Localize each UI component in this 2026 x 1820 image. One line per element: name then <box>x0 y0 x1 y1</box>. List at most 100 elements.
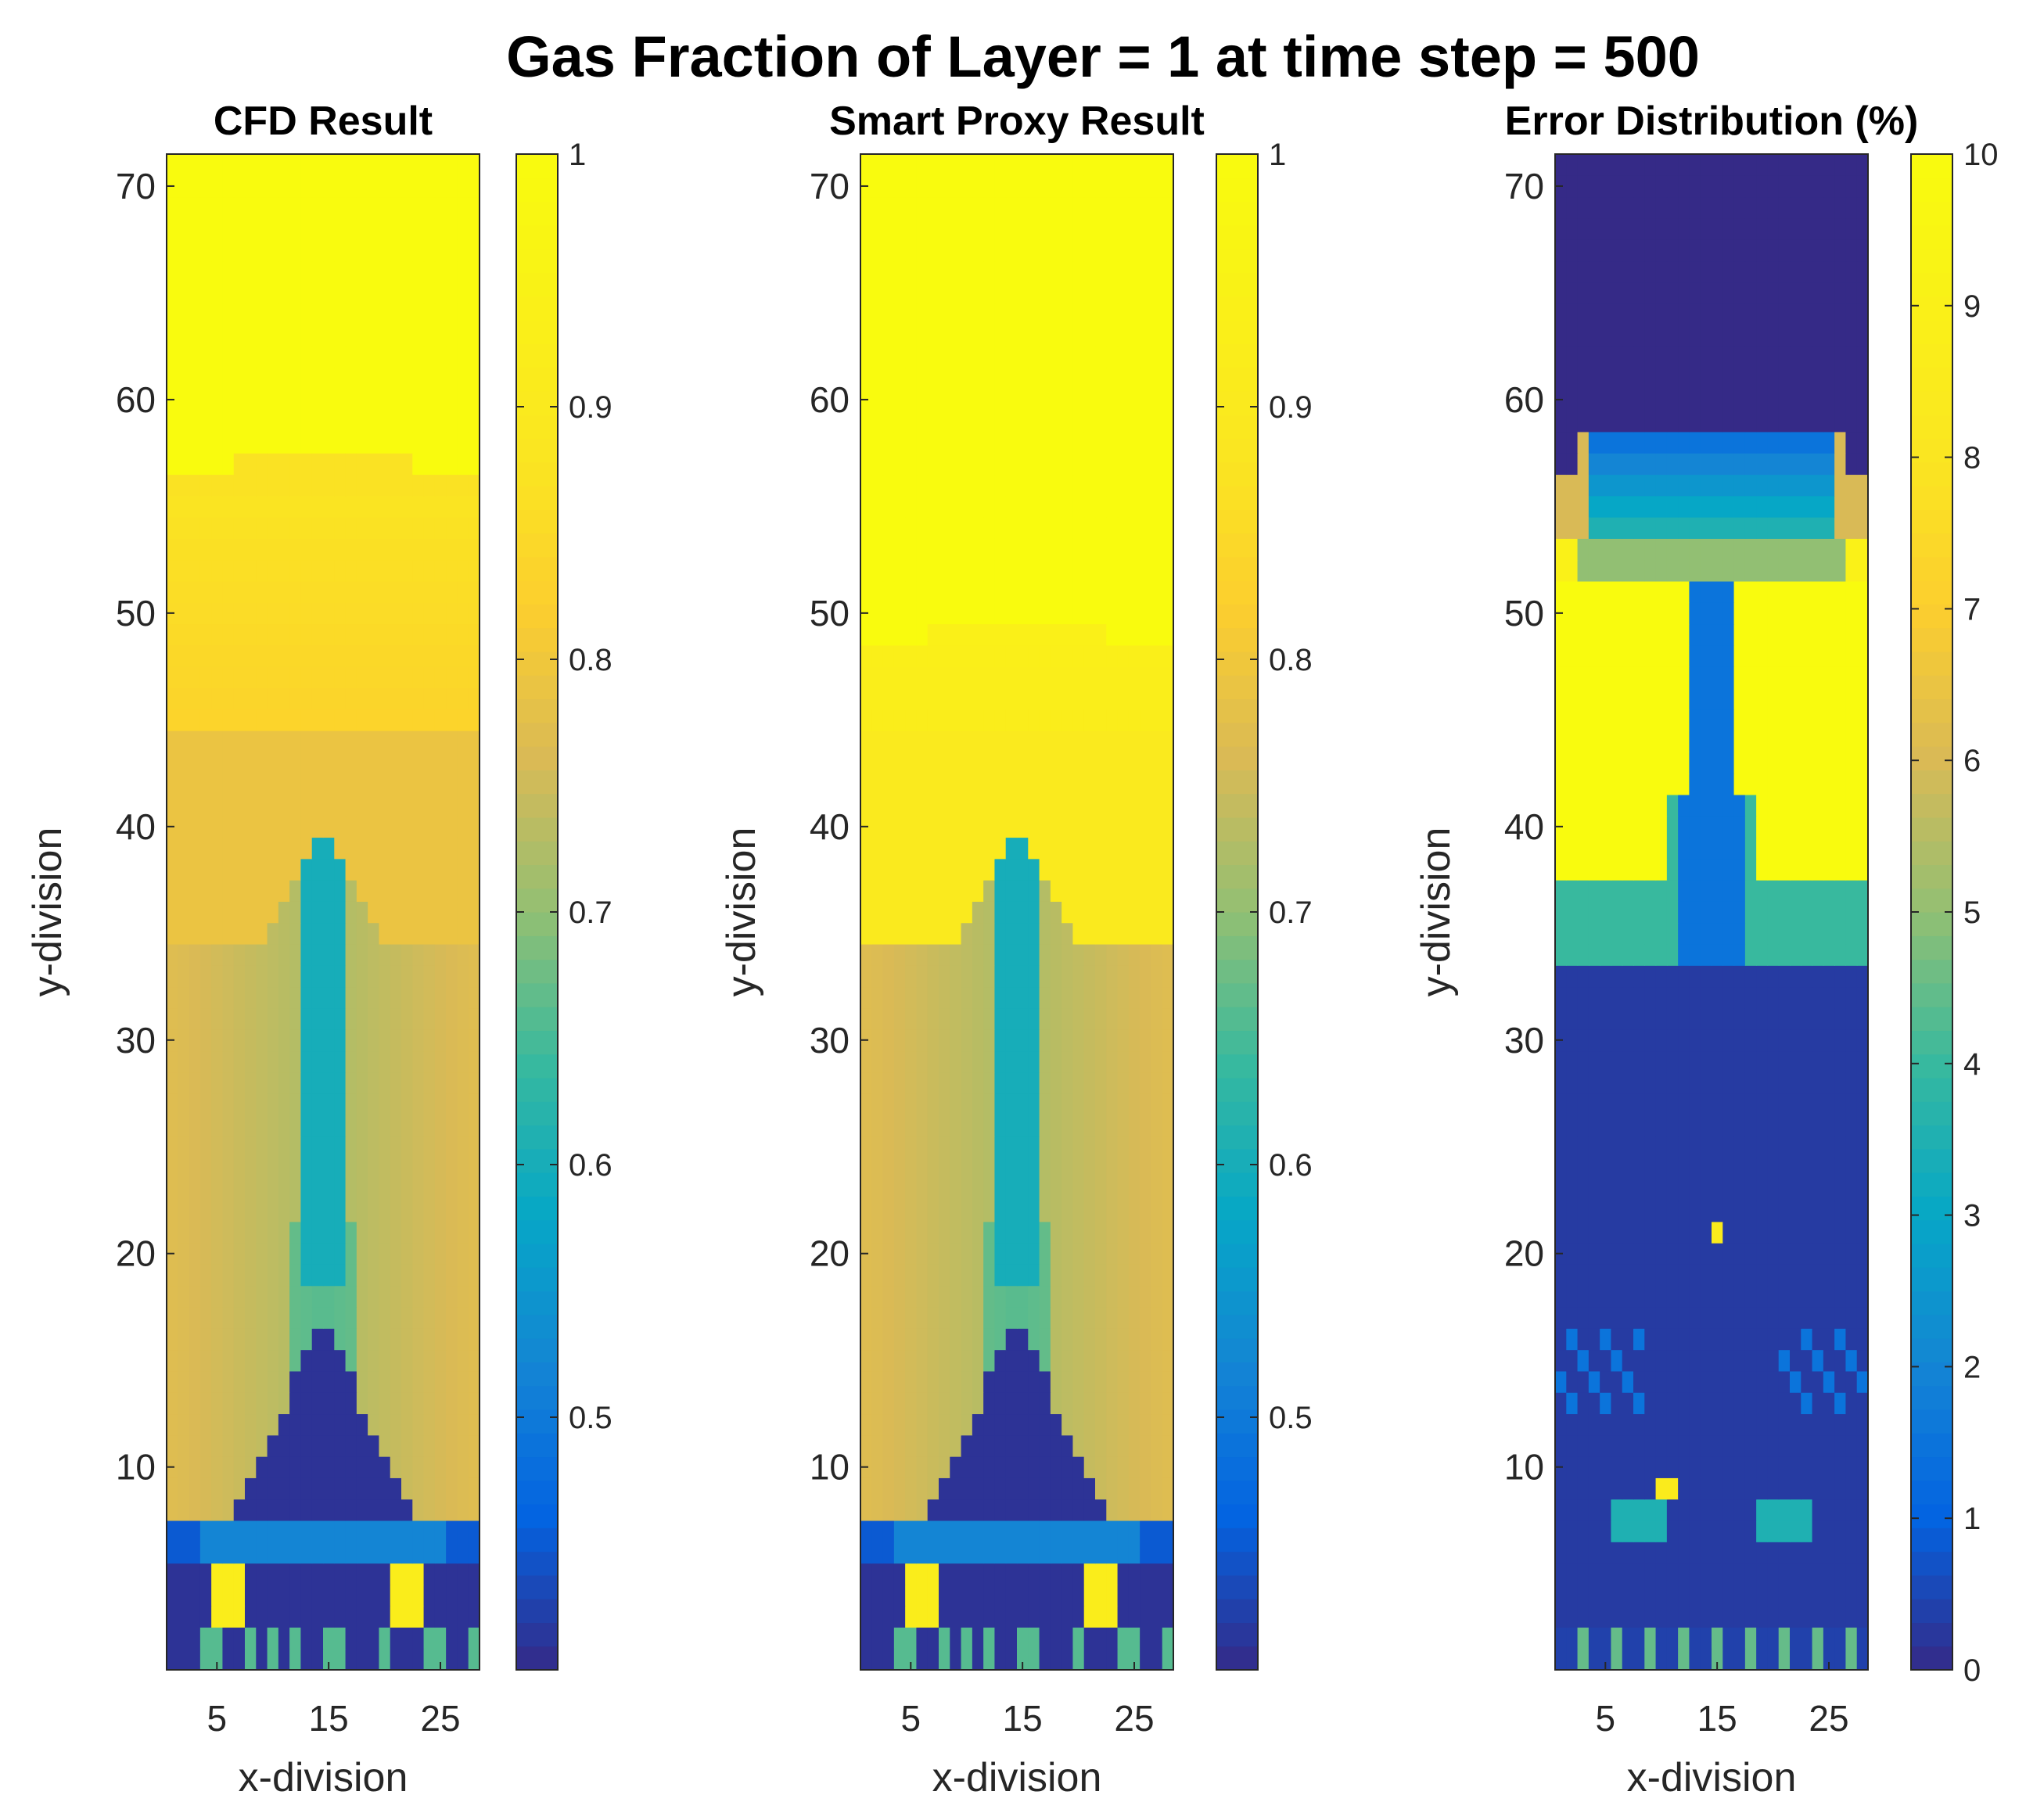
heatmap-cell <box>278 1306 290 1329</box>
heatmap-cell <box>893 1413 906 1436</box>
heatmap-cell <box>222 1328 235 1351</box>
heatmap-cell <box>939 1136 950 1158</box>
heatmap-cell <box>905 687 918 710</box>
heatmap-cell <box>267 1221 279 1244</box>
heatmap-cell <box>860 880 872 902</box>
colorbar-segment <box>516 1267 558 1292</box>
heatmap-cell <box>356 1285 368 1308</box>
heatmap-cell <box>983 1499 996 1521</box>
heatmap-cell <box>178 1456 190 1478</box>
heatmap-cell <box>1140 1434 1152 1457</box>
heatmap-cell <box>1050 580 1062 603</box>
heatmap-cell <box>1050 303 1062 325</box>
heatmap-cell <box>1106 1392 1119 1415</box>
heatmap-cell <box>1767 1584 1780 1606</box>
heatmap-cell <box>972 1584 984 1606</box>
heatmap-cell <box>1655 1136 1668 1158</box>
heatmap-cell <box>379 1179 391 1201</box>
heatmap-cell <box>1128 1563 1141 1585</box>
y-tick-label: 60 <box>810 379 850 420</box>
heatmap-cell <box>278 1115 290 1137</box>
heatmap-cell <box>1678 1392 1690 1415</box>
heatmap-cell <box>390 1050 402 1073</box>
heatmap-cell <box>178 816 190 838</box>
heatmap-cell <box>256 260 268 283</box>
heatmap-cell <box>379 474 391 497</box>
heatmap-cell <box>245 431 257 454</box>
heatmap-cell <box>1162 1007 1174 1030</box>
heatmap-cell <box>356 986 368 1009</box>
heatmap-cell <box>1061 1434 1074 1457</box>
heatmap-cell <box>356 1413 368 1436</box>
heatmap-cell <box>368 1179 380 1201</box>
heatmap-cell <box>1106 1115 1119 1137</box>
heatmap-cell <box>1005 965 1018 988</box>
heatmap-cell <box>905 1542 918 1564</box>
heatmap-cell <box>434 453 447 476</box>
heatmap-cell <box>1151 1606 1163 1628</box>
heatmap-cell <box>1072 1029 1085 1052</box>
heatmap-cell <box>334 196 347 219</box>
heatmap-cell <box>1050 1413 1062 1436</box>
heatmap-cell <box>1106 986 1119 1009</box>
y-tick-label: 10 <box>810 1447 850 1488</box>
heatmap-cell <box>1095 367 1107 389</box>
heatmap-cell <box>961 1243 973 1265</box>
heatmap-cell <box>412 730 425 752</box>
heatmap-cell <box>434 1306 447 1329</box>
heatmap-cell <box>368 1520 380 1542</box>
heatmap-cell <box>950 1542 962 1564</box>
heatmap-cell <box>1622 1520 1634 1542</box>
heatmap-cell <box>334 389 347 411</box>
heatmap-cell <box>1151 346 1163 368</box>
heatmap-cell <box>1005 1264 1018 1287</box>
heatmap-cell <box>245 1413 257 1436</box>
heatmap-cell <box>871 922 884 945</box>
heatmap-cell <box>457 217 469 240</box>
heatmap-cell <box>300 303 313 325</box>
heatmap-cell <box>905 1349 918 1372</box>
heatmap-cell <box>1666 1520 1679 1542</box>
heatmap-cell <box>1028 773 1040 795</box>
heatmap-cell <box>1801 1392 1813 1415</box>
heatmap-cell <box>323 1007 335 1030</box>
heatmap-cell <box>1050 1392 1062 1415</box>
heatmap-cell <box>1106 217 1119 240</box>
heatmap-cell <box>300 367 313 389</box>
y-tick-label: 70 <box>116 166 156 206</box>
heatmap-cell <box>1162 1243 1174 1265</box>
heatmap-cell <box>233 1477 246 1500</box>
heatmap-cell <box>1700 1200 1712 1222</box>
heatmap-cell <box>368 1606 380 1628</box>
heatmap-cell <box>1700 1136 1712 1158</box>
heatmap-cell <box>1072 1499 1085 1521</box>
heatmap-cell <box>379 517 391 539</box>
heatmap-cell <box>457 1499 469 1521</box>
colorbar-segment <box>1216 1267 1258 1292</box>
heatmap-cell <box>1083 880 1096 902</box>
heatmap-cell <box>368 303 380 325</box>
heatmap-cell <box>189 965 201 988</box>
heatmap-cell <box>278 389 290 411</box>
heatmap-cell <box>882 816 895 838</box>
heatmap-cell <box>256 1243 268 1265</box>
heatmap-cell <box>1072 1285 1085 1308</box>
heatmap-cell <box>1117 752 1130 774</box>
heatmap-cell <box>1151 1434 1163 1457</box>
heatmap-cell <box>334 282 347 304</box>
heatmap-cell <box>379 730 391 752</box>
heatmap-cell <box>390 752 402 774</box>
heatmap-cell <box>961 1456 973 1478</box>
heatmap-cell <box>356 367 368 389</box>
heatmap-cell <box>1117 986 1130 1009</box>
heatmap-cell <box>233 901 246 924</box>
heatmap-cell <box>1588 1328 1600 1351</box>
heatmap-cell <box>1689 1200 1701 1222</box>
heatmap-cell <box>1555 1563 1567 1585</box>
heatmap-cell <box>245 901 257 924</box>
heatmap-cell <box>972 1606 984 1628</box>
heatmap-cell <box>1151 1520 1163 1542</box>
heatmap-cell <box>983 517 996 539</box>
heatmap-cell <box>1689 1157 1701 1179</box>
heatmap-cell <box>1017 687 1029 710</box>
